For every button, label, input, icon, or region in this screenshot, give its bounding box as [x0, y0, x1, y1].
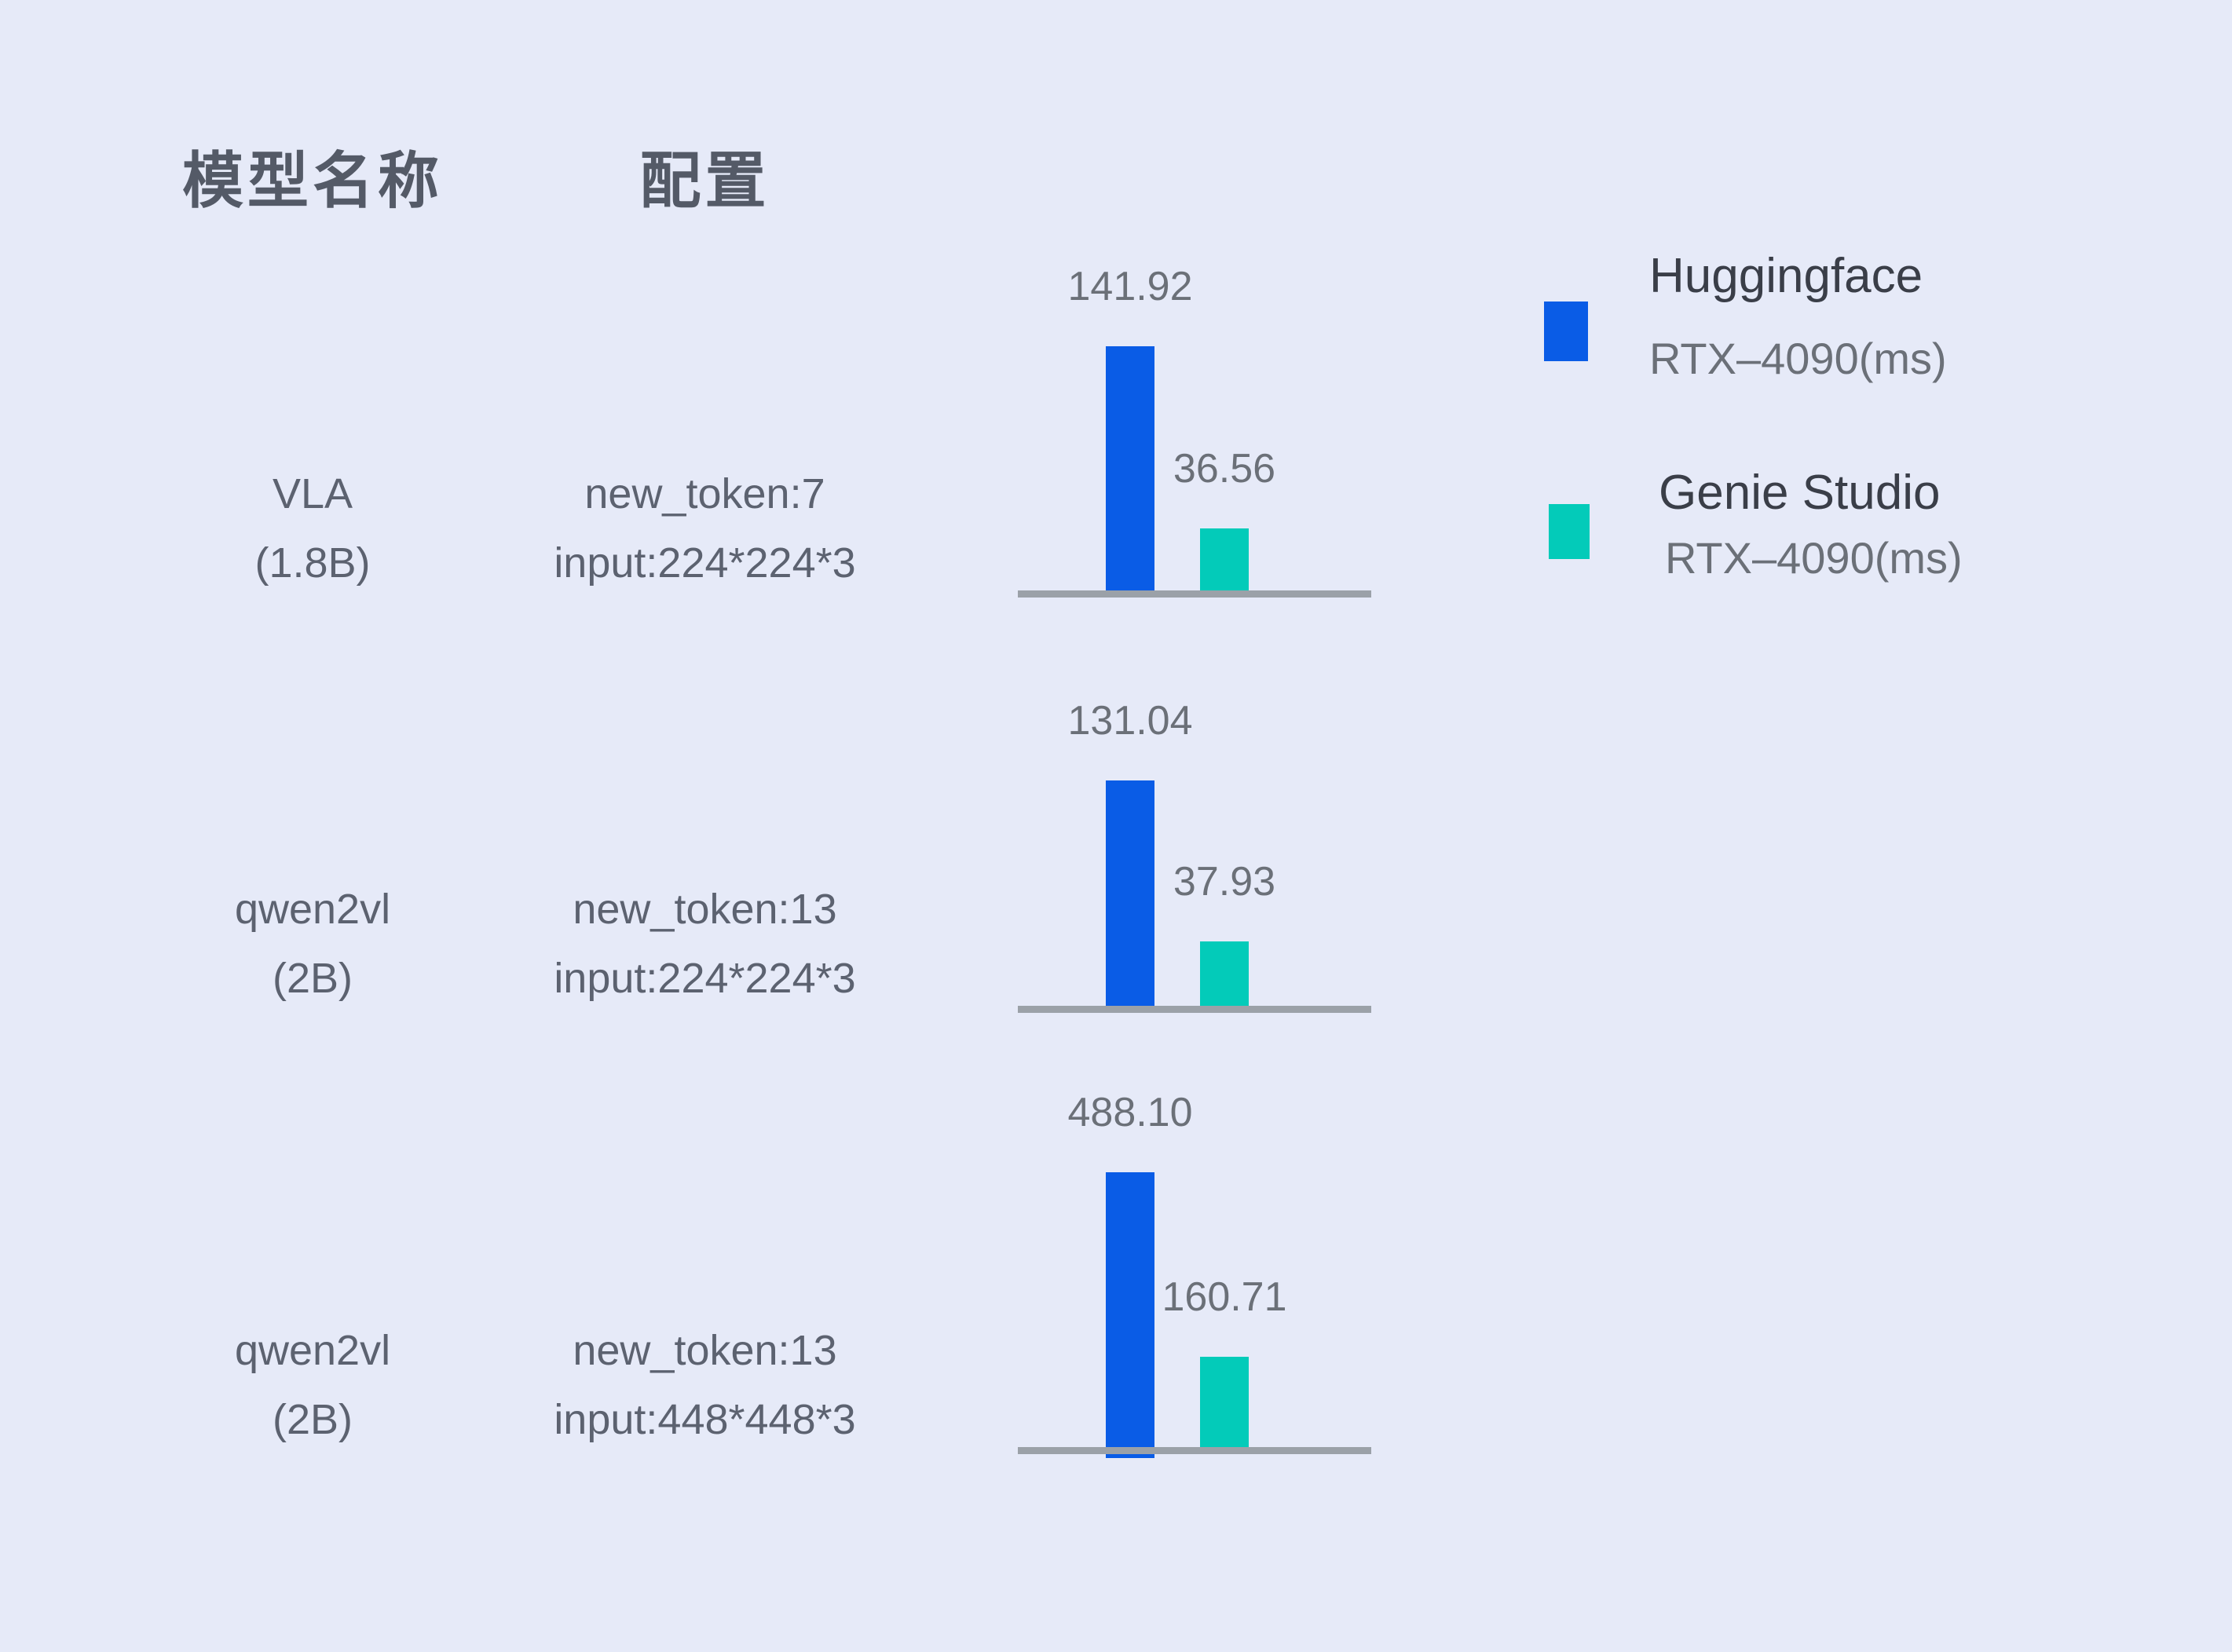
- model-name-cell: qwen2vl (2B): [171, 875, 454, 1013]
- model-name: qwen2vl: [234, 1327, 391, 1374]
- model-config-cell: new_token:7 input:224*224*3: [518, 459, 891, 598]
- genie-studio-bar: [1200, 1357, 1249, 1448]
- model-name-cell: qwen2vl (2B): [171, 1316, 454, 1454]
- config-input-size: input:224*224*3: [554, 955, 856, 1002]
- config-new-token: new_token:13: [573, 1327, 837, 1374]
- huggingface-bar: [1106, 780, 1154, 1007]
- x-axis-line: [1018, 1447, 1371, 1454]
- model-config-cell: new_token:13 input:224*224*3: [518, 875, 891, 1013]
- huggingface-value-label: 141.92: [1067, 263, 1193, 309]
- huggingface-bar: [1106, 345, 1154, 591]
- genie-studio-value-label: 37.93: [1173, 858, 1276, 905]
- x-axis-line: [1018, 1006, 1371, 1013]
- bar-chart-row-1: 141.92 36.56: [1018, 236, 1371, 598]
- model-size: (2B): [272, 1396, 353, 1443]
- model-name-cell: VLA (1.8B): [171, 459, 454, 598]
- model-name: qwen2vl: [234, 886, 391, 933]
- genie-studio-legend-label: Genie Studio: [1659, 466, 1941, 520]
- genie-studio-bar: [1200, 941, 1249, 1007]
- huggingface-legend-device: RTX–4090(ms): [1649, 334, 1947, 383]
- huggingface-legend-label: Huggingface: [1649, 249, 1923, 303]
- genie-studio-legend-device: RTX–4090(ms): [1665, 533, 1963, 583]
- config-input-size: input:448*448*3: [554, 1396, 856, 1443]
- genie-studio-value-label: 160.71: [1162, 1274, 1287, 1321]
- column-header-model: 模型名称: [181, 146, 443, 215]
- model-config-cell: new_token:13 input:448*448*3: [518, 1316, 891, 1454]
- huggingface-value-label: 131.04: [1067, 697, 1193, 744]
- model-size: (1.8B): [254, 539, 371, 587]
- genie-studio-legend-swatch-icon: [1549, 504, 1590, 559]
- bar-chart-row-2: 131.04 37.93: [1018, 652, 1371, 1013]
- model-name: VLA: [272, 470, 353, 517]
- config-input-size: input:224*224*3: [554, 539, 856, 587]
- huggingface-legend-swatch-icon: [1544, 302, 1588, 361]
- column-header-config: 配置: [639, 146, 770, 215]
- x-axis-line: [1018, 590, 1371, 598]
- genie-studio-value-label: 36.56: [1173, 445, 1276, 492]
- huggingface-bar: [1106, 1171, 1154, 1458]
- model-size: (2B): [272, 955, 353, 1002]
- config-new-token: new_token:7: [584, 470, 825, 517]
- config-new-token: new_token:13: [573, 886, 837, 933]
- bar-chart-row-3: 488.10 160.71: [1018, 1090, 1371, 1458]
- genie-studio-bar: [1200, 528, 1249, 591]
- huggingface-value-label: 488.10: [1067, 1089, 1193, 1135]
